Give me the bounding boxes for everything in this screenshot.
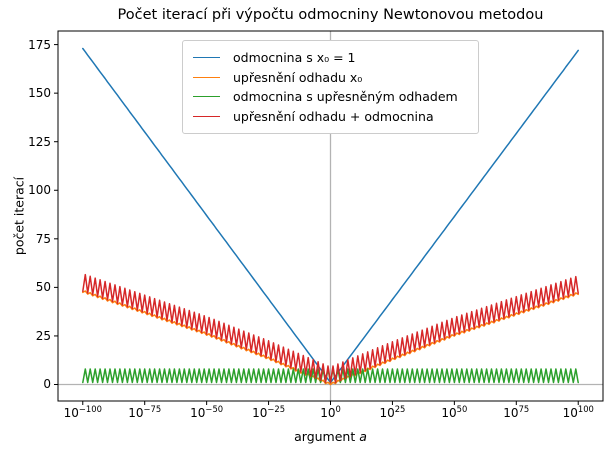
- legend-item-label: upřesnění odhadu x₀: [233, 69, 363, 85]
- x-tick-label: 1025: [379, 404, 406, 420]
- legend-item-label: odmocnina s upřesněným odhadem: [233, 89, 458, 105]
- y-tick-label: 25: [35, 328, 51, 343]
- x-tick-label: 100: [320, 404, 341, 420]
- x-tick-label: 10−75: [128, 404, 162, 420]
- legend-item: upřesnění odhadu x₀: [193, 68, 468, 88]
- x-axis-label-variable: a: [359, 429, 367, 444]
- y-tick-label: 50: [35, 280, 51, 295]
- series-line-1: [82, 290, 579, 386]
- legend-line-sample-1: [193, 76, 220, 78]
- legend-line-sample-2: [193, 96, 220, 98]
- chart-legend: odmocnina s x₀ = 1 upřesnění odhadu x₀ odm…: [182, 40, 479, 134]
- series-line-3: [82, 273, 579, 384]
- y-tick-label: 125: [28, 134, 51, 149]
- y-tick-label: 100: [28, 183, 51, 198]
- x-tick-label: 10−100: [63, 404, 102, 420]
- legend-item: odmocnina s x₀ = 1: [193, 48, 468, 68]
- x-tick-label: 10100: [562, 404, 594, 420]
- x-tick-label: 1050: [441, 404, 468, 420]
- y-tick-label: 175: [28, 37, 51, 52]
- y-tick-label: 75: [35, 231, 51, 246]
- x-tick-label: 10−50: [190, 404, 224, 420]
- y-tick-label: 0: [43, 377, 51, 392]
- x-tick-label: 10−25: [252, 404, 286, 420]
- legend-item: upřesnění odhadu + odmocnina: [193, 107, 468, 127]
- legend-item-label: odmocnina s x₀ = 1: [233, 50, 356, 66]
- x-axis-label-text: argument: [294, 429, 360, 444]
- legend-item-label: upřesnění odhadu + odmocnina: [233, 108, 434, 124]
- x-tick-label: 1075: [503, 404, 530, 420]
- legend-line-sample-0: [193, 57, 220, 59]
- y-tick-label: 150: [28, 86, 51, 101]
- x-axis-label: argument a: [58, 429, 603, 444]
- legend-item: odmocnina s upřesněným odhadem: [193, 87, 468, 107]
- legend-line-sample-3: [193, 115, 220, 117]
- chart-title: Počet iterací při výpočtu odmocniny Newt…: [117, 7, 544, 23]
